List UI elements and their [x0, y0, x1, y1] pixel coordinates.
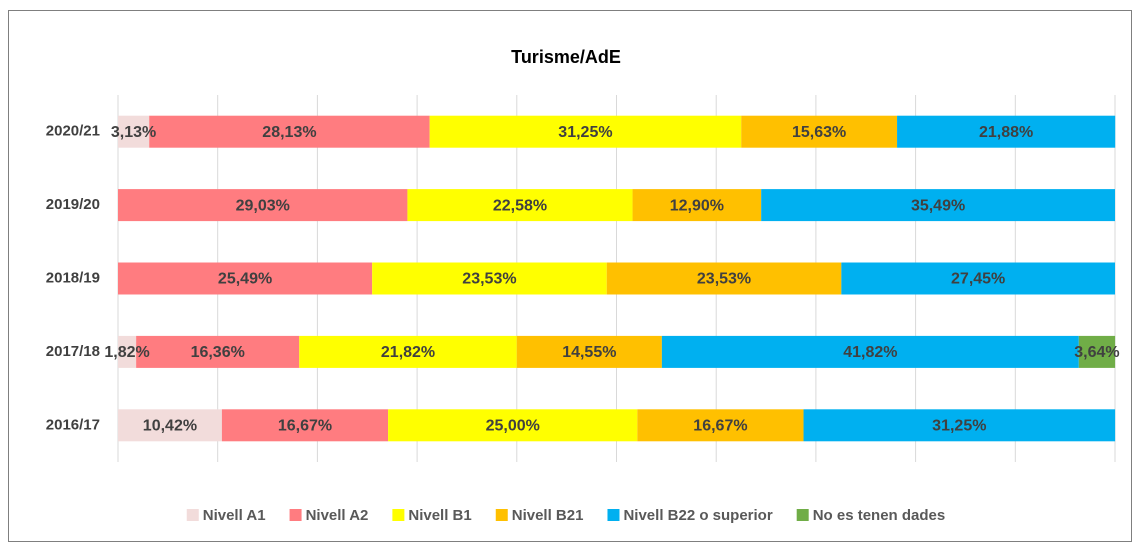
bar-segment	[632, 189, 762, 222]
bar-segment	[149, 115, 430, 148]
data-label: 16,36%	[191, 344, 245, 361]
data-label: 25,00%	[486, 418, 540, 435]
bar-segment	[372, 262, 607, 295]
data-label: 25,49%	[218, 271, 272, 288]
legend-swatch	[392, 509, 405, 521]
bar-segment	[118, 115, 150, 148]
legend-swatch	[495, 509, 508, 521]
legend-swatch	[186, 509, 199, 521]
data-label: 16,67%	[278, 418, 332, 435]
y-tick-label: 2018/19	[46, 269, 100, 286]
bar-segment	[118, 409, 222, 442]
legend-swatch	[796, 509, 809, 521]
legend-label: Nivell B21	[512, 507, 584, 524]
bar-segment	[606, 262, 842, 295]
data-label: 21,88%	[979, 124, 1033, 141]
bar-segment	[407, 189, 633, 222]
data-label: 29,03%	[236, 197, 290, 214]
legend-label: No es tenen dades	[813, 507, 946, 524]
bar-segment	[841, 262, 1115, 295]
data-label: 41,82%	[843, 344, 897, 361]
bar-segment	[637, 409, 804, 442]
bar-segment	[299, 335, 517, 368]
legend-label: Nivell B1	[408, 507, 471, 524]
y-tick-label: 2019/20	[46, 196, 100, 213]
data-label: 14,55%	[562, 344, 616, 361]
data-label: 1,82%	[104, 344, 149, 361]
bar-segment	[221, 409, 389, 442]
data-label: 22,58%	[493, 197, 547, 214]
data-label: 23,53%	[462, 271, 516, 288]
data-label: 31,25%	[558, 124, 612, 141]
bar-segment	[897, 115, 1116, 148]
data-label: 28,13%	[262, 124, 316, 141]
bar-segment	[118, 335, 137, 368]
legend-swatch	[607, 509, 620, 521]
bar-segment	[118, 189, 408, 222]
data-label: 12,90%	[670, 197, 724, 214]
bar-segment	[516, 335, 662, 368]
legend-label: Nivell A2	[306, 507, 369, 524]
data-label: 3,64%	[1074, 344, 1119, 361]
data-label: 23,53%	[697, 271, 751, 288]
data-label: 15,63%	[792, 124, 846, 141]
bar-segment	[429, 115, 742, 148]
bar-segment	[661, 335, 1079, 368]
bar-segment	[388, 409, 638, 442]
data-label: 3,13%	[111, 124, 156, 141]
legend-label: Nivell A1	[203, 507, 266, 524]
data-label: 10,42%	[143, 418, 197, 435]
bar-segment	[803, 409, 1116, 442]
data-label: 21,82%	[381, 344, 435, 361]
bar-segment	[1078, 335, 1116, 368]
bar-segment	[761, 189, 1115, 222]
y-tick-label: 2016/17	[46, 416, 100, 433]
data-label: 31,25%	[932, 418, 986, 435]
chart-title: Turisme/AdE	[511, 47, 621, 67]
bar-segment	[136, 335, 300, 368]
data-label: 16,67%	[693, 418, 747, 435]
data-label: 27,45%	[951, 271, 1005, 288]
y-tick-label: 2020/21	[46, 123, 100, 140]
legend-swatch	[289, 509, 302, 521]
y-tick-label: 2017/18	[46, 343, 100, 360]
bar-segment	[741, 115, 898, 148]
legend-label: Nivell B22 o superior	[623, 507, 772, 524]
data-label: 35,49%	[911, 197, 965, 214]
bar-segment	[118, 262, 373, 295]
